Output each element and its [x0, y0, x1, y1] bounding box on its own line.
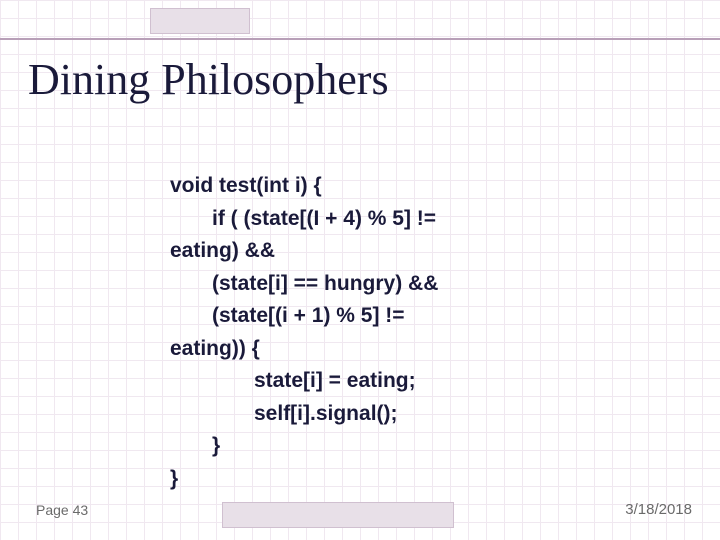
code-line: void test(int i) { — [170, 170, 690, 203]
slide-date: 3/18/2018 — [625, 501, 692, 518]
title-rule — [0, 38, 720, 40]
decorative-bottom-box — [222, 502, 454, 528]
code-line: (state[i] == hungry) && — [170, 268, 690, 301]
code-line: if ( (state[(I + 4) % 5] != — [170, 203, 690, 236]
code-line: self[i].signal(); — [170, 398, 690, 431]
code-block: void test(int i) { if ( (state[(I + 4) %… — [170, 170, 690, 495]
page-number: Page 43 — [36, 502, 88, 518]
code-line: state[i] = eating; — [170, 365, 690, 398]
code-line: (state[(i + 1) % 5] != — [170, 300, 690, 333]
code-line: } — [170, 463, 690, 496]
slide-title: Dining Philosophers — [28, 54, 389, 105]
code-line: eating) && — [170, 235, 690, 268]
code-line: eating)) { — [170, 333, 690, 366]
decorative-top-box — [150, 8, 250, 34]
code-line: } — [170, 430, 690, 463]
